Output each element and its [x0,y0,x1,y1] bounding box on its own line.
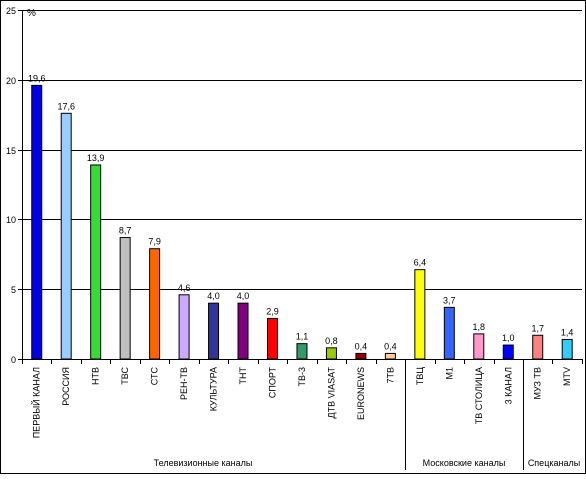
bar-value-label: 1,0 [502,333,515,343]
bar-value-label: 6,4 [414,258,427,268]
bar [355,352,367,360]
y-tick-label: 20 [6,76,16,86]
bar [266,318,278,360]
bar-value-label: 1,7 [531,323,544,333]
bar [60,112,72,360]
bar [178,294,190,360]
y-tick-label: 15 [6,146,16,156]
x-tick-label: 7ТВ [385,367,395,384]
bar-value-label: 19,6 [28,73,46,83]
bar-value-label: 7,9 [148,237,161,247]
y-tick-label: 5 [11,285,16,295]
bar [443,306,455,360]
x-tick-labels: ПЕРВЫЙ КАНАЛ РОССИЯ НТВ ТВС СТС РЕН-ТВ КУЛЬТУР… [31,367,572,439]
x-tick-label: МУЗ ТВ [533,367,543,399]
group-label: Телевизионные каналы [154,458,253,468]
x-tick-label: СТС [150,367,160,386]
bar-value-label: 4,0 [237,291,250,301]
gridlines [22,10,582,290]
bar-value-label: 1,4 [561,327,574,337]
x-tick-label: ТВС [120,367,130,385]
bar-value-label: 0,4 [384,341,397,351]
x-tick-label: ТВ СТОЛИЦА [474,367,484,424]
y-tick-label: 10 [6,215,16,225]
bar-value-label: 0,8 [325,336,338,346]
bar [414,269,426,360]
bar-value-label: 4,0 [207,291,220,301]
bar-value-label: 8,7 [119,226,132,236]
x-tick-label: MTV [562,367,572,386]
bar [384,352,396,360]
y-tick-label: 25 [6,6,16,16]
x-tick-label: СПОРТ [267,367,277,399]
bar [296,343,308,360]
x-tick-label: НТВ [91,367,101,385]
x-tick-label: ТВЦ [415,367,425,386]
bar [90,164,102,360]
bar-value-label: 0,4 [355,341,368,351]
bar [237,302,249,360]
bar-value-label: 1,8 [473,322,486,332]
category-groups: Телевизионные каналы Московские каналы Спе… [154,359,580,470]
x-tick-label: М1 [444,367,454,380]
value-labels: 19,6 17,6 13,9 8,7 7,9 4,6 4,0 4,0 2,9 1,1 0,8 0,4 0… [28,73,573,351]
x-tick-label: ПЕРВЫЙ КАНАЛ [31,367,42,438]
bar [208,302,220,360]
bar [502,344,514,360]
bar-value-label: 2,9 [266,307,279,317]
group-label: Московские каналы [423,458,506,468]
bar [325,347,337,360]
bars [31,84,573,360]
bar-value-label: 17,6 [57,101,75,111]
bar-value-label: 3,7 [443,295,456,305]
bar [119,237,131,360]
bar [149,248,161,360]
x-tick-label: ТВ-3 [297,367,307,387]
x-tick-label: 3 КАНАЛ [503,367,513,404]
bar-value-label: 1,1 [296,332,309,342]
bar-value-label: 13,9 [87,153,105,163]
x-tick-label: ДТВ VIASAT [326,367,336,419]
group-label: Спецканалы [528,458,580,468]
unit-label: % [27,8,36,19]
bar [561,338,573,360]
bar [532,334,544,360]
bar [31,84,43,360]
x-tick-label: ТНТ [238,367,248,385]
y-tick-label: 0 [11,355,16,365]
bar [473,333,485,360]
x-tick-label: КУЛЬТУРА [209,367,219,411]
x-tick-label: EURONEWS [356,367,366,420]
x-tick-label: РОССИЯ [61,367,71,406]
x-tick-label: РЕН-ТВ [179,367,189,400]
bar-value-label: 4,6 [178,283,191,293]
